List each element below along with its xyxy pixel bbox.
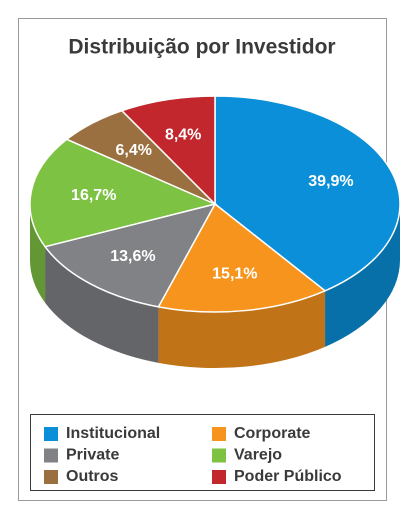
legend-label: Private: [66, 447, 119, 464]
legend-box: [30, 414, 375, 491]
legend-label: Institucional: [66, 425, 160, 442]
slice-side: [45, 246, 159, 363]
slice: [29, 138, 218, 248]
legend-swatch: [212, 448, 226, 463]
value-label: 15,1%: [212, 266, 257, 283]
value-label: 6,4%: [116, 142, 152, 159]
legend-swatch: [44, 448, 58, 463]
legend-label: Varejo: [234, 447, 282, 464]
value-label: 13,6%: [110, 248, 155, 265]
pie-tops: [29, 95, 401, 313]
slice: [214, 95, 401, 292]
slice: [157, 202, 327, 313]
value-labels: 39,9% 15,1% 13,6% 16,7% 6,4% 8,4%: [71, 126, 354, 282]
legend-label: Outros: [66, 468, 119, 485]
value-label: 16,7%: [71, 187, 116, 204]
legend-swatch: [212, 470, 226, 484]
legend: Institucional Corporate Private Varejo Outro…: [44, 425, 342, 485]
legend-swatch: [212, 427, 226, 441]
slice: [43, 202, 217, 308]
slice: [120, 95, 216, 206]
pie-sides: [30, 204, 400, 368]
legend-label: Corporate: [234, 425, 311, 442]
legend-swatch: [44, 470, 58, 484]
slice-side: [30, 204, 46, 303]
slice-side: [158, 290, 326, 368]
slice-side: [325, 204, 400, 347]
value-label: 8,4%: [165, 126, 201, 143]
legend-swatch: [44, 427, 58, 441]
value-label: 39,9%: [308, 173, 353, 190]
legend-label: Poder Público: [234, 468, 342, 485]
chart-title: Distribuição por Investidor: [68, 36, 335, 59]
